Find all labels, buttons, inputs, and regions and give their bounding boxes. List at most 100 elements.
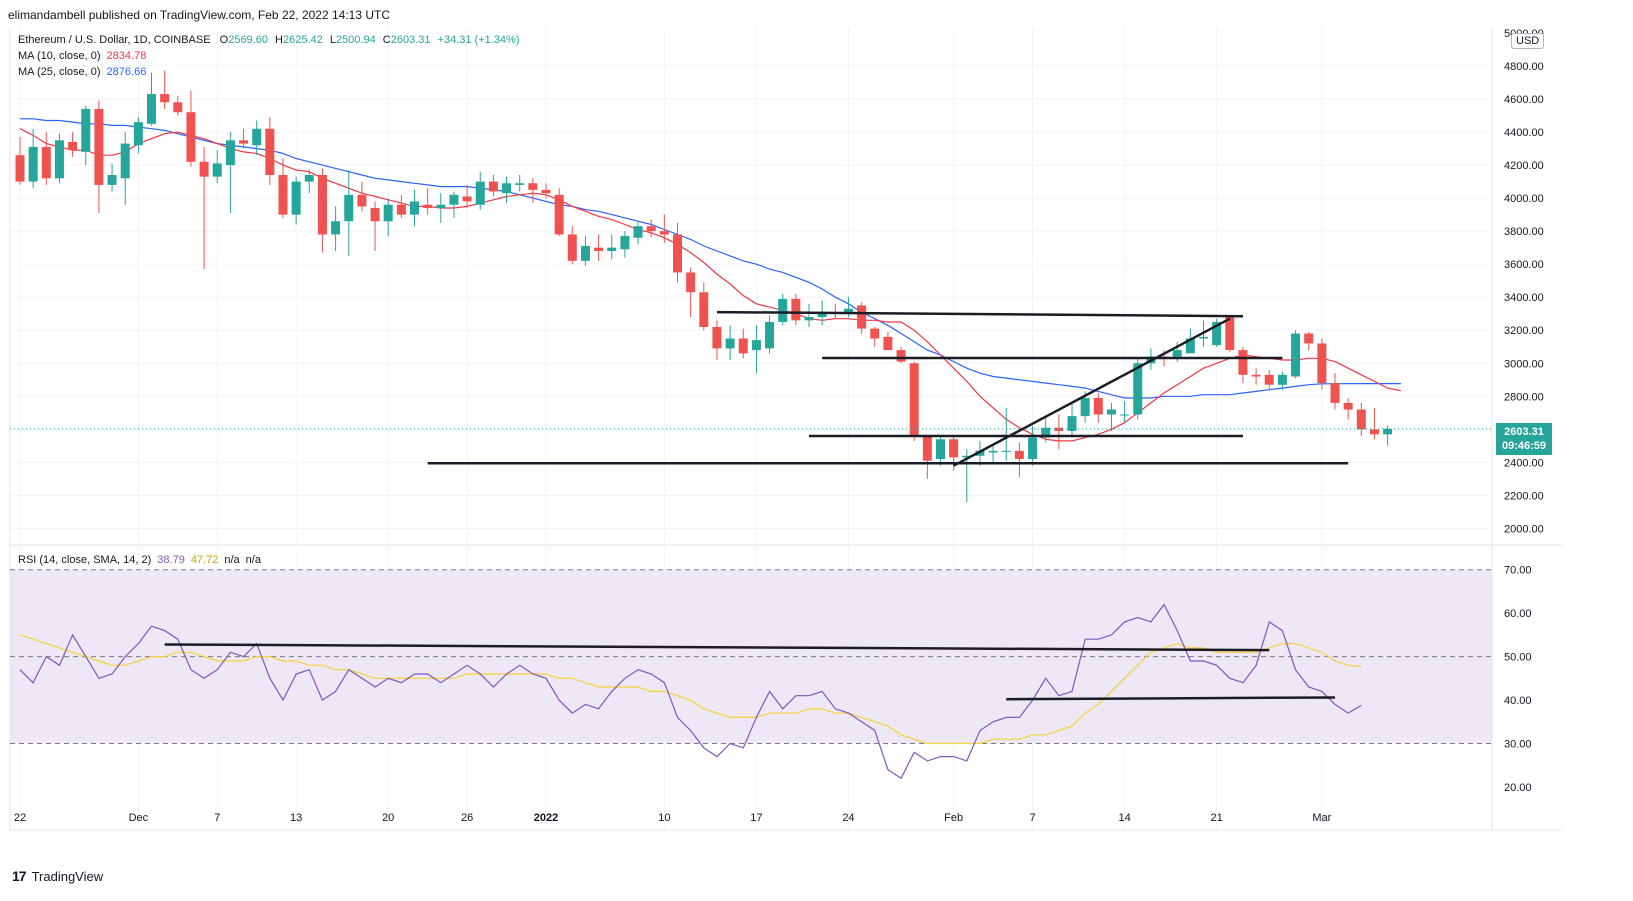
- candle[interactable]: [133, 117, 143, 154]
- candle[interactable]: [1277, 371, 1287, 390]
- candle[interactable]: [239, 128, 249, 149]
- candle[interactable]: [1317, 338, 1327, 390]
- candle[interactable]: [462, 184, 472, 209]
- candle[interactable]: [54, 133, 64, 184]
- candle[interactable]: [567, 226, 577, 265]
- candle[interactable]: [528, 178, 538, 204]
- candle[interactable]: [502, 176, 512, 204]
- candle[interactable]: [804, 303, 814, 327]
- candle[interactable]: [515, 174, 525, 192]
- candle[interactable]: [68, 132, 78, 157]
- candle[interactable]: [94, 100, 104, 213]
- candle[interactable]: [225, 132, 235, 213]
- candle[interactable]: [15, 137, 25, 185]
- candle[interactable]: [265, 117, 275, 185]
- candle[interactable]: [607, 234, 617, 260]
- price-pane[interactable]: [10, 70, 1492, 503]
- candle[interactable]: [173, 95, 183, 116]
- candle[interactable]: [620, 231, 630, 258]
- candle[interactable]: [594, 234, 604, 261]
- candle[interactable]: [1264, 369, 1274, 390]
- candle[interactable]: [1014, 442, 1024, 478]
- candle[interactable]: [541, 183, 551, 199]
- candle[interactable]: [41, 132, 51, 185]
- candle[interactable]: [1343, 397, 1353, 420]
- candle[interactable]: [975, 440, 985, 466]
- candle[interactable]: [357, 181, 367, 212]
- candle[interactable]: [186, 90, 196, 167]
- candle[interactable]: [791, 293, 801, 326]
- candle[interactable]: [883, 331, 893, 351]
- candle[interactable]: [765, 315, 775, 354]
- candle[interactable]: [317, 168, 327, 253]
- trend-line-drawing[interactable]: [716, 310, 1243, 318]
- candle[interactable]: [1291, 330, 1301, 379]
- candle[interactable]: [344, 170, 354, 256]
- candle[interactable]: [1067, 402, 1077, 438]
- candle[interactable]: [1093, 393, 1103, 423]
- candle[interactable]: [857, 302, 867, 334]
- candle[interactable]: [896, 346, 906, 364]
- candle[interactable]: [331, 206, 341, 251]
- candle[interactable]: [1383, 425, 1393, 446]
- candle[interactable]: [633, 221, 643, 245]
- candle[interactable]: [81, 105, 91, 166]
- candle[interactable]: [212, 150, 222, 184]
- candle[interactable]: [580, 236, 590, 266]
- candle[interactable]: [160, 70, 170, 109]
- candle[interactable]: [686, 267, 696, 318]
- candle[interactable]: [1001, 407, 1011, 461]
- candle[interactable]: [830, 303, 840, 319]
- candle[interactable]: [909, 361, 919, 441]
- candle[interactable]: [488, 174, 498, 197]
- candle[interactable]: [738, 328, 748, 359]
- candle[interactable]: [1212, 318, 1222, 347]
- candle[interactable]: [252, 120, 262, 156]
- candle[interactable]: [147, 72, 156, 126]
- candle[interactable]: [1238, 346, 1248, 384]
- candle[interactable]: [304, 170, 314, 194]
- candle[interactable]: [1304, 331, 1314, 351]
- candle[interactable]: [383, 198, 393, 237]
- tradingview-logo[interactable]: 17 TradingView: [12, 868, 103, 884]
- candle[interactable]: [699, 282, 709, 331]
- candle[interactable]: [1041, 416, 1051, 443]
- trend-line-drawing[interactable]: [953, 317, 1231, 467]
- candle[interactable]: [712, 320, 722, 360]
- candle[interactable]: [1106, 402, 1116, 431]
- candle[interactable]: [1251, 368, 1261, 385]
- candle[interactable]: [410, 189, 419, 227]
- candle[interactable]: [659, 214, 669, 243]
- candle[interactable]: [199, 146, 209, 270]
- candle[interactable]: [436, 193, 446, 223]
- candle[interactable]: [423, 188, 433, 215]
- candle[interactable]: [107, 163, 117, 192]
- candle[interactable]: [370, 201, 380, 251]
- candle[interactable]: [922, 435, 932, 479]
- candle[interactable]: [673, 222, 682, 283]
- candle[interactable]: [278, 158, 288, 218]
- candle[interactable]: [449, 191, 459, 218]
- rsi-trend-line-drawing[interactable]: [164, 643, 1270, 652]
- candle[interactable]: [475, 171, 485, 210]
- candle[interactable]: [28, 128, 38, 189]
- candle[interactable]: [1330, 373, 1340, 410]
- candle[interactable]: [291, 176, 301, 225]
- candle[interactable]: [646, 219, 656, 238]
- candle[interactable]: [778, 293, 788, 326]
- candle[interactable]: [1054, 414, 1064, 450]
- candle[interactable]: [1120, 401, 1130, 423]
- candle[interactable]: [396, 194, 406, 218]
- rsi-pane[interactable]: [10, 569, 1492, 780]
- candle[interactable]: [751, 325, 761, 374]
- candle[interactable]: [1028, 426, 1038, 466]
- candle[interactable]: [725, 325, 735, 360]
- candle[interactable]: [120, 132, 130, 205]
- candle[interactable]: [1225, 315, 1235, 352]
- candle[interactable]: [936, 435, 945, 466]
- currency-button[interactable]: USD: [1511, 33, 1545, 49]
- rsi-trend-line-drawing[interactable]: [1006, 696, 1336, 701]
- candle[interactable]: [1369, 407, 1379, 440]
- candle[interactable]: [1356, 402, 1366, 436]
